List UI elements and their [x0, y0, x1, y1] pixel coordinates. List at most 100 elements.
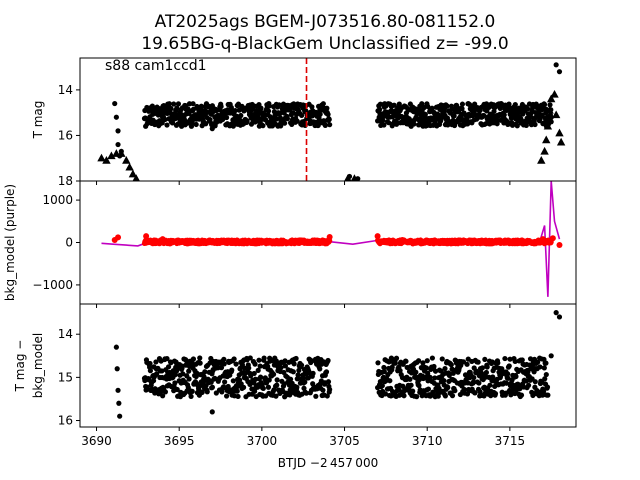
data-point-band	[445, 384, 451, 391]
y-tick-label: 16	[58, 414, 73, 428]
data-point-band	[232, 107, 238, 114]
data-point-band	[198, 103, 204, 109]
data-point	[556, 242, 563, 249]
data-point-band	[164, 356, 170, 362]
data-point-band	[290, 369, 296, 375]
data-point	[539, 236, 546, 243]
chart-title-line2: 19.65BG-q-BlackGem Unclassified z= -99.0	[141, 34, 508, 54]
data-point-band	[257, 374, 264, 380]
data-point	[115, 141, 121, 148]
upper-limit-triangle	[540, 146, 549, 155]
upper-limit-triangle	[350, 174, 359, 181]
data-point-band	[147, 368, 153, 374]
data-point-band	[416, 382, 422, 389]
data-point-band	[325, 357, 331, 364]
data-point-band	[282, 363, 289, 369]
data-point-band	[435, 112, 441, 118]
data-point-band	[513, 373, 519, 380]
data-point-band	[247, 355, 253, 361]
upper-limit-triangle	[556, 137, 566, 146]
data-point-band	[324, 393, 330, 399]
data-point-band	[325, 111, 331, 117]
data-point-band	[274, 382, 280, 388]
data-point-band	[258, 105, 264, 111]
data-point	[523, 238, 530, 245]
data-point-band	[252, 361, 258, 367]
data-point-band	[317, 366, 323, 372]
upper-limit-triangle	[132, 174, 140, 181]
data-point	[159, 236, 166, 243]
y-axis-label-line1: T mag −	[13, 340, 27, 393]
panel-top: 14 16 18 T mag s88 cam1ccd1	[31, 57, 577, 188]
data-point-band	[166, 101, 172, 107]
data-point-band	[224, 114, 230, 121]
data-point-band	[162, 389, 169, 395]
upper-limit-triangle	[543, 121, 553, 130]
data-point-band	[472, 390, 478, 396]
data-point-band	[414, 394, 420, 400]
data-point-band	[302, 379, 308, 385]
upper-limit-triangle	[555, 128, 564, 137]
data-point-band	[242, 365, 248, 371]
data-point-band	[381, 368, 387, 375]
data-point-band	[442, 393, 448, 399]
data-point-band	[411, 121, 417, 127]
data-point-band	[545, 392, 551, 398]
data-point-band	[449, 393, 456, 399]
data-point-band	[324, 105, 330, 111]
data-point-band	[188, 393, 194, 399]
data-point-band	[234, 388, 240, 394]
data-point	[548, 353, 554, 359]
data-point-band	[325, 379, 332, 385]
data-point-band	[537, 364, 543, 370]
data-point-band	[154, 371, 160, 377]
data-point-band	[403, 358, 409, 364]
data-point-band	[199, 389, 205, 396]
y-tick-label: 14	[58, 83, 73, 97]
upper-limit-triangle	[128, 169, 138, 178]
data-point-band	[147, 360, 153, 367]
data-point-band	[224, 393, 230, 399]
data-point-band	[327, 122, 333, 128]
data-point	[116, 400, 122, 406]
data-point-band	[518, 392, 525, 398]
data-point	[115, 387, 121, 393]
panel-data-middle	[101, 181, 563, 297]
data-point	[209, 239, 216, 246]
data-point	[209, 126, 215, 132]
x-tick-label: 3700	[247, 434, 278, 448]
data-point-band	[235, 393, 241, 400]
data-point-band	[397, 368, 403, 374]
data-point-band	[265, 108, 272, 114]
data-point-band	[490, 374, 496, 380]
data-point-band	[435, 393, 441, 399]
data-point-band	[541, 101, 548, 108]
data-point-band	[495, 360, 501, 366]
data-point-band	[309, 104, 315, 110]
data-point-band	[238, 112, 244, 119]
data-point-band	[525, 382, 532, 388]
data-point-band	[479, 365, 486, 371]
data-point	[553, 62, 559, 68]
data-point-band	[229, 367, 235, 373]
data-point-band	[420, 360, 426, 366]
x-tick-label: 3715	[495, 434, 526, 448]
data-point-band	[487, 382, 493, 388]
data-point-band	[278, 123, 284, 129]
data-point-band	[209, 384, 215, 390]
data-point-band	[439, 356, 445, 362]
upper-limit-triangle	[122, 156, 131, 164]
upper-limit-triangle	[545, 105, 554, 114]
data-point-band	[459, 101, 466, 107]
data-point-band	[323, 369, 330, 375]
data-point	[549, 235, 556, 242]
y-axis-label: bkg_model (purple)	[3, 184, 17, 301]
data-point-band	[190, 101, 196, 107]
data-point-band	[532, 121, 538, 128]
data-point-band	[320, 387, 326, 393]
data-point-band	[233, 361, 239, 367]
data-point-band	[320, 101, 326, 107]
data-point-band	[432, 375, 438, 381]
upper-limit-triangle	[551, 110, 561, 119]
data-point-band	[419, 101, 425, 107]
